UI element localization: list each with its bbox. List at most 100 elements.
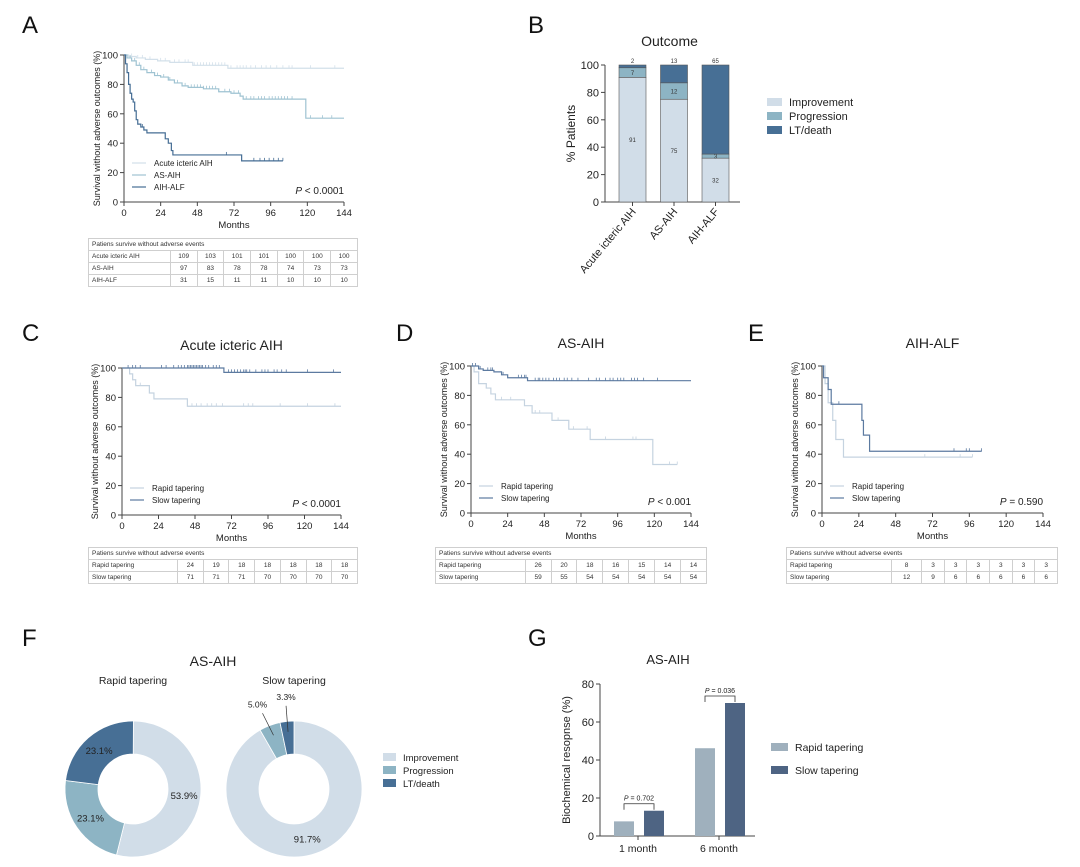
risk-cell: 18: [331, 559, 358, 572]
risk-cell: 16: [602, 559, 630, 572]
x-tick-label: 0: [121, 208, 126, 219]
risk-row-label: Slow tapering: [435, 571, 526, 584]
risk-cell: 78: [223, 262, 252, 275]
risk-cell: 3: [943, 559, 968, 572]
y-tick-label: 20: [582, 793, 594, 805]
risk-cell: 70: [331, 571, 358, 584]
bar-segment-lt-death: [618, 64, 647, 69]
risk-table-row: Slow tapering 12 9 6 6 6 6 6: [786, 571, 1058, 584]
bar-value-label: 91: [629, 138, 636, 144]
x-tick-label: 48: [890, 519, 901, 530]
panel-label-f: F: [22, 625, 37, 652]
legend-swatch: [383, 779, 396, 787]
legend-label: Progression: [789, 111, 848, 123]
x-tick-label: 72: [229, 208, 240, 219]
x-tick-label: 24: [854, 519, 865, 530]
x-tick-label: 72: [927, 519, 938, 530]
legend-label: Rapid tapering: [501, 482, 553, 491]
risk-cell: 19: [202, 559, 230, 572]
leader-line: [262, 713, 274, 736]
risk-table-row: Acute icteric AIH 109 103 101 101 100 100 100: [88, 250, 358, 263]
legend-swatch: [383, 766, 396, 774]
y-tick-label: 100: [100, 364, 116, 375]
x-tick-label: 24: [155, 208, 166, 219]
panel-label-g: G: [528, 625, 547, 652]
donut-label: 91.7%: [294, 834, 321, 845]
risk-table-row: AIH-ALF 31 15 11 11 10 10 10: [88, 274, 358, 287]
chart-title: AIH-ALF: [906, 335, 960, 351]
risk-table-e: Patiens survive without adverse events Ra…: [786, 547, 1058, 584]
panel-label-a: A: [22, 12, 39, 39]
risk-cell: 71: [202, 571, 230, 584]
donut-slice-lt-death: [65, 720, 134, 786]
x-axis-label: Months: [216, 533, 247, 544]
legend-swatch: [383, 753, 396, 761]
x-axis-label: Months: [917, 531, 948, 542]
donut-title: Rapid tapering: [99, 675, 167, 687]
donut-label: 3.3%: [276, 692, 296, 702]
y-tick-label: 60: [107, 109, 118, 120]
legend-swatch: [767, 112, 782, 120]
p-symbol: P: [705, 688, 710, 695]
x-tick-label: 48: [539, 519, 550, 530]
chart-title: AS-AIH: [190, 653, 237, 669]
risk-cell: 71: [177, 571, 204, 584]
donut-title: Slow tapering: [262, 675, 326, 687]
p-value-annotation: P < 0.0001: [295, 186, 344, 197]
y-tick-label: 40: [805, 450, 816, 461]
risk-cell: 26: [524, 559, 552, 572]
x-tick-label: 24: [153, 521, 164, 532]
legend-label: Progression: [403, 766, 454, 777]
x-tick-label: AS-AIH: [648, 206, 681, 242]
x-tick-label: 1 month: [619, 843, 657, 855]
x-tick-label: 6 month: [700, 843, 738, 855]
legend-label: Improvement: [403, 753, 459, 764]
y-tick-label: 40: [454, 450, 465, 461]
x-tick-label: 144: [683, 519, 699, 530]
risk-cell: 15: [628, 559, 656, 572]
x-tick-label: 0: [468, 519, 473, 530]
significance-p-value: P = 0.036: [705, 688, 735, 695]
y-tick-label: 0: [113, 198, 118, 209]
km-curve-slow-tapering: [122, 367, 341, 374]
risk-header-row: Patiens survive without adverse events: [88, 238, 358, 251]
km-curve-acute-icteric-aih: [124, 54, 344, 69]
chart-title: AS-AIH: [646, 652, 689, 667]
risk-cell: 18: [576, 559, 604, 572]
risk-row-label: Rapid tapering: [87, 559, 179, 572]
y-tick-label: 20: [587, 170, 599, 182]
y-tick-label: 20: [107, 168, 118, 179]
risk-table-row: Slow tapering 71 71 71 70 70 70 70: [87, 571, 358, 584]
donut-label: 53.9%: [171, 791, 198, 802]
risk-table-row: Slow tapering 59 55 54 54 54 54 54: [435, 571, 707, 584]
km-curve-rapid-tapering: [122, 367, 341, 407]
risk-cell: 6: [1011, 571, 1036, 584]
x-tick-label: 120: [646, 519, 662, 530]
panel-label-c: C: [22, 320, 40, 347]
risk-cell: 18: [279, 559, 307, 572]
risk-header-row: Patiens survive without adverse events: [435, 547, 707, 560]
y-tick-label: 40: [107, 139, 118, 150]
x-tick-label: 48: [192, 208, 203, 219]
bar-value-label: 7: [631, 71, 635, 77]
risk-cell: 101: [223, 250, 252, 263]
legend-swatch: [767, 98, 782, 106]
risk-cell: 18: [254, 559, 281, 572]
y-axis-label: Survival without adverse outcomes (%): [92, 51, 102, 207]
y-tick-label: 60: [105, 422, 116, 433]
risk-row-label: AIH-ALF: [88, 274, 171, 287]
y-tick-label: 40: [105, 452, 116, 463]
chart-title: Acute icteric AIH: [180, 337, 283, 353]
p-value: = 0.702: [629, 796, 655, 803]
legend-label: Rapid tapering: [852, 482, 904, 491]
p-symbol: P: [295, 186, 302, 197]
risk-table-row: Rapid tapering 26 20 18 16 15 14 14: [435, 559, 707, 572]
risk-cell: 97: [169, 262, 198, 275]
legend-swatch: [767, 126, 782, 134]
risk-table-row: Rapid tapering 8 3 3 3 3 3 3: [786, 559, 1058, 572]
bar-slow-tapering: [725, 703, 745, 836]
p-value-annotation: P < 0.001: [648, 497, 692, 508]
y-tick-label: 60: [805, 420, 816, 431]
x-tick-label: 96: [265, 208, 276, 219]
risk-cell: 3: [1034, 559, 1058, 572]
